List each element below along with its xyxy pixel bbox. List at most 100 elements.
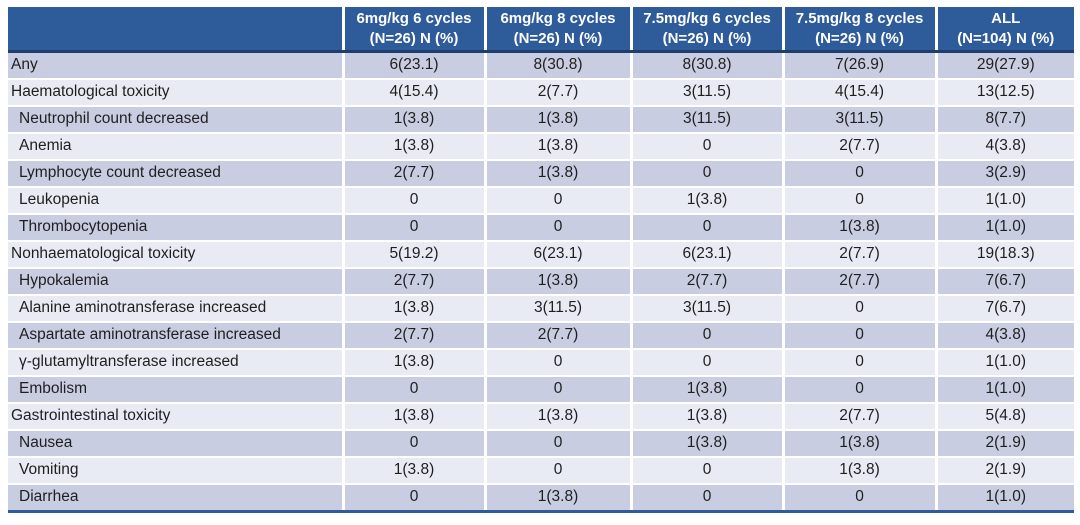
table-row-nonhaematological-toxicity: Nonhaematological toxicity 5(19.2) 6(23.1)…: [8, 241, 1074, 269]
value-cell: 1(3.8): [343, 106, 487, 134]
value-cell: 1(3.8): [343, 133, 487, 161]
table-row-embolism: Embolism 0 0 1(3.8) 0 1(1.0): [8, 376, 1074, 404]
value-cell: 1(3.8): [343, 403, 487, 431]
value-cell: 0: [631, 457, 785, 485]
value-cell: 1(3.8): [783, 457, 938, 485]
value-cell: 0: [485, 349, 633, 377]
value-cell: 1(1.0): [936, 376, 1074, 404]
value-cell: 0: [343, 214, 487, 242]
table-row-anemia: Anemia 1(3.8) 1(3.8) 0 2(7.7) 4(3.8): [8, 133, 1074, 161]
table-row-aspartate-aminotransferase-increased: Aspartate aminotransferase increased 2(7.…: [8, 322, 1074, 350]
table-row-hypokalemia: Hypokalemia 2(7.7) 1(3.8) 2(7.7) 2(7.7) 7(6.7…: [8, 268, 1074, 296]
value-cell: 0: [631, 349, 785, 377]
value-cell: 1(3.8): [485, 160, 633, 188]
value-cell: 6(23.1): [631, 241, 785, 269]
column-header-all: ALL (N=104) N (%): [936, 7, 1074, 53]
row-label: Lymphocyte count decreased: [8, 160, 345, 188]
value-cell: 4(3.8): [936, 322, 1074, 350]
column-header-line1: 7.5mg/kg 6 cycles: [643, 10, 771, 27]
value-cell: 3(2.9): [936, 160, 1074, 188]
value-cell: 6(23.1): [343, 51, 487, 80]
row-label: Thrombocytopenia: [8, 214, 345, 242]
value-cell: 0: [485, 187, 633, 215]
row-label: Haematological toxicity: [8, 79, 345, 107]
table-row-neutrophil-count-decreased: Neutrophil count decreased 1(3.8) 1(3.8) 3(…: [8, 106, 1074, 134]
value-cell: 1(3.8): [485, 484, 633, 513]
value-cell: 0: [631, 160, 785, 188]
value-cell: 1(3.8): [485, 106, 633, 134]
value-cell: 2(7.7): [783, 403, 938, 431]
column-header-line2: (N=26) N (%): [513, 29, 603, 47]
row-label: Leukopenia: [8, 187, 345, 215]
table-row-gastrointestinal-toxicity: Gastrointestinal toxicity 1(3.8) 1(3.8) 1(3…: [8, 403, 1074, 431]
value-cell: 0: [343, 484, 487, 513]
table-row-lymphocyte-count-decreased: Lymphocyte count decreased 2(7.7) 1(3.8) 0 0…: [8, 160, 1074, 188]
value-cell: 8(30.8): [631, 51, 785, 80]
value-cell: 0: [631, 214, 785, 242]
value-cell: 1(3.8): [485, 268, 633, 296]
table-row-haematological-toxicity: Haematological toxicity 4(15.4) 2(7.7) 3(11…: [8, 79, 1074, 107]
value-cell: 0: [485, 214, 633, 242]
value-cell: 7(6.7): [936, 268, 1074, 296]
corner-header-cell: [8, 7, 345, 53]
value-cell: 0: [485, 376, 633, 404]
value-cell: 5(19.2): [343, 241, 487, 269]
table-row-any: Any 6(23.1) 8(30.8) 8(30.8) 7(26.9) 29(27.9): [8, 51, 1074, 80]
column-header-line1: ALL: [991, 10, 1021, 27]
value-cell: 2(1.9): [936, 430, 1074, 458]
column-header-7-5mg-kg-8-cycles: 7.5mg/kg 8 cycles (N=26) N (%): [783, 7, 938, 53]
column-header-line2: (N=26) N (%): [662, 29, 752, 47]
value-cell: 0: [343, 376, 487, 404]
table-row-diarrhea: Diarrhea 0 1(3.8) 0 0 1(1.0): [8, 484, 1074, 513]
value-cell: 3(11.5): [631, 295, 785, 323]
table-row-leukopenia: Leukopenia 0 0 1(3.8) 0 1(1.0): [8, 187, 1074, 215]
value-cell: 0: [631, 322, 785, 350]
value-cell: 2(7.7): [783, 268, 938, 296]
value-cell: 1(3.8): [343, 349, 487, 377]
value-cell: 0: [783, 160, 938, 188]
value-cell: 0: [343, 430, 487, 458]
column-header-line2: (N=26) N (%): [815, 29, 904, 47]
row-label: Vomiting: [8, 457, 345, 485]
table-row-glutamyltransferase-increased: γ-glutamyltransferase increased 1(3.8) 0 0 0…: [8, 349, 1074, 377]
value-cell: 3(11.5): [783, 106, 938, 134]
value-cell: 2(7.7): [343, 160, 487, 188]
value-cell: 4(3.8): [936, 133, 1074, 161]
column-header-line2: (N=104) N (%): [957, 29, 1055, 47]
value-cell: 1(3.8): [343, 457, 487, 485]
value-cell: 0: [631, 133, 785, 161]
value-cell: 3(11.5): [631, 79, 785, 107]
column-header-7-5mg-kg-6-cycles: 7.5mg/kg 6 cycles (N=26) N (%): [631, 7, 785, 53]
value-cell: 1(1.0): [936, 349, 1074, 377]
value-cell: 0: [783, 322, 938, 350]
value-cell: 1(3.8): [631, 403, 785, 431]
value-cell: 2(7.7): [485, 79, 633, 107]
row-label: Gastrointestinal toxicity: [8, 403, 345, 431]
value-cell: 1(3.8): [631, 430, 785, 458]
value-cell: 1(3.8): [485, 403, 633, 431]
value-cell: 1(3.8): [783, 214, 938, 242]
value-cell: 13(12.5): [936, 79, 1074, 107]
value-cell: 7(26.9): [783, 51, 938, 80]
value-cell: 1(3.8): [485, 133, 633, 161]
row-label: Neutrophil count decreased: [8, 106, 345, 134]
value-cell: 7(6.7): [936, 295, 1074, 323]
value-cell: 3(11.5): [631, 106, 785, 134]
value-cell: 1(1.0): [936, 214, 1074, 242]
value-cell: 6(23.1): [485, 241, 633, 269]
header-row: 6mg/kg 6 cycles (N=26) N (%) 6mg/kg 8 cycl…: [8, 7, 1074, 53]
adverse-events-table: 6mg/kg 6 cycles (N=26) N (%) 6mg/kg 8 cycl…: [8, 7, 1074, 513]
value-cell: 1(3.8): [783, 430, 938, 458]
row-label: Any: [8, 51, 345, 80]
row-label: Diarrhea: [8, 484, 345, 513]
value-cell: 0: [631, 484, 785, 513]
value-cell: 2(7.7): [631, 268, 785, 296]
value-cell: 29(27.9): [936, 51, 1074, 80]
table-row-nausea: Nausea 0 0 1(3.8) 1(3.8) 2(1.9): [8, 430, 1074, 458]
value-cell: 0: [783, 295, 938, 323]
value-cell: 1(1.0): [936, 484, 1074, 513]
table-body: Any 6(23.1) 8(30.8) 8(30.8) 7(26.9) 29(27.9) H…: [8, 51, 1074, 513]
column-header-line1: 6mg/kg 6 cycles: [356, 10, 472, 27]
value-cell: 3(11.5): [485, 295, 633, 323]
value-cell: 8(30.8): [485, 51, 633, 80]
